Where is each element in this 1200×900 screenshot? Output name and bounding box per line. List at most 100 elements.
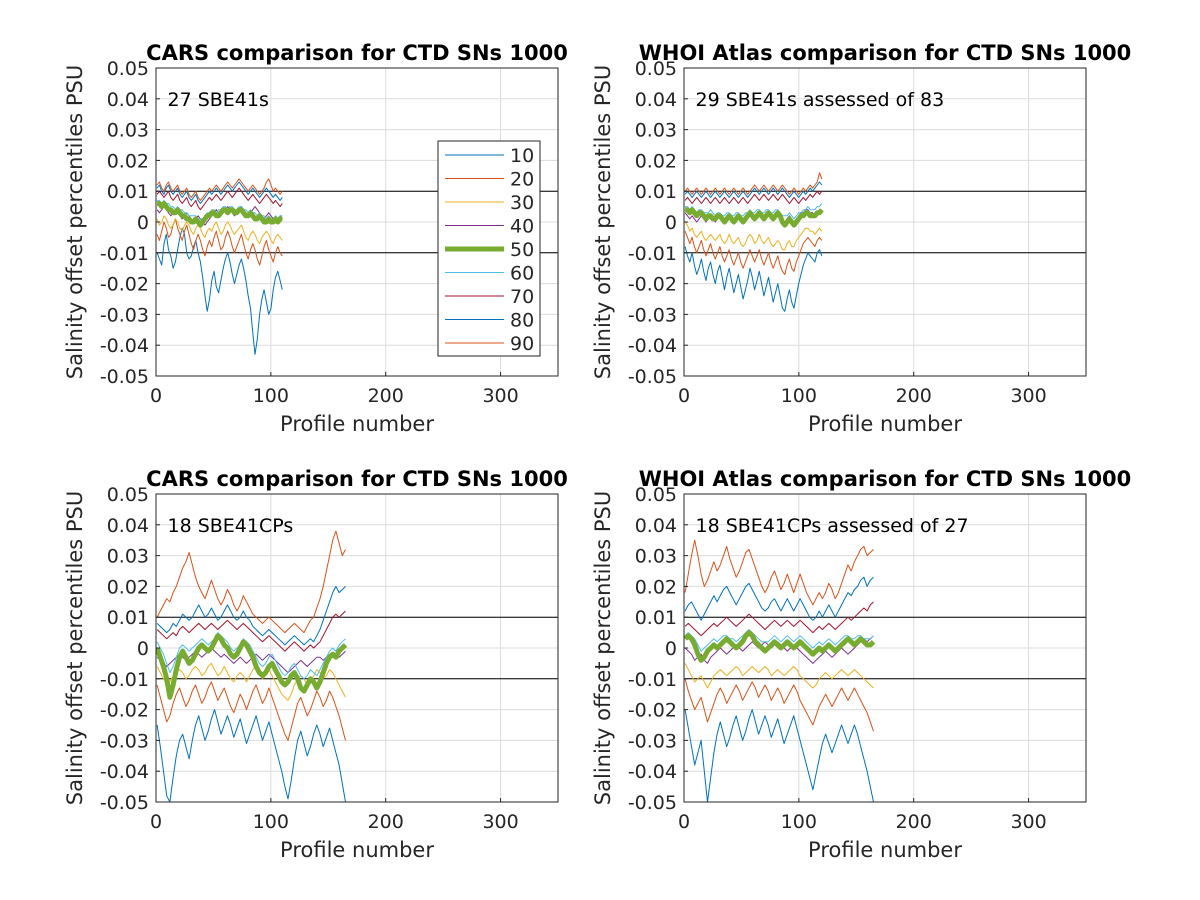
y-tick-label: 0.02	[635, 150, 677, 172]
subplot-cars-sbe41cp: 0 100 200 300 0.05 0.04 0.03 0.02 0.01 0 -0.01 -0.0…	[63, 467, 568, 862]
y-tick-label: 0.05	[635, 58, 677, 80]
subplot-whoi-sbe41: 0 100 200 300 0.05 0.04 0.03 0.02 0.01 0 -0.01 -0.0…	[591, 41, 1131, 436]
y-tick-label: -0.01	[628, 243, 677, 265]
y-tick-label: -0.02	[100, 700, 149, 722]
legend-label-70: 70	[510, 286, 534, 308]
y-tick-label: -0.01	[100, 243, 149, 265]
y-tick-label: -0.03	[628, 730, 677, 752]
legend-label-50: 50	[510, 239, 534, 261]
chart-title: WHOI Atlas comparison for CTD SNs 1000	[639, 467, 1132, 491]
series-line-p30	[156, 662, 346, 701]
legend-label-10: 10	[510, 145, 534, 167]
y-tick-label: -0.05	[628, 366, 677, 388]
x-tick-label: 0	[150, 811, 162, 833]
series-line-p70	[684, 190, 823, 204]
y-axis-label: Salinity offset percentiles PSU	[591, 65, 615, 379]
x-tick-label: 0	[678, 811, 690, 833]
y-tick-label: -0.03	[100, 304, 149, 326]
y-axis-label: Salinity offset percentiles PSU	[591, 491, 615, 805]
x-tick-label: 300	[1010, 385, 1046, 407]
y-tick-label: 0.03	[107, 546, 149, 568]
y-tick-label: 0	[137, 638, 149, 660]
y-tick-label: 0.03	[635, 546, 677, 568]
series-line-p90	[684, 172, 823, 195]
x-tick-label: 100	[253, 385, 289, 407]
series-line-p30	[684, 221, 823, 251]
y-tick-label: 0.03	[107, 120, 149, 142]
series-line-p70	[156, 610, 346, 652]
y-tick-label: -0.04	[100, 761, 149, 783]
y-tick-label: 0.05	[635, 484, 677, 506]
y-tick-label: -0.05	[100, 366, 149, 388]
y-tick-label: 0.01	[635, 607, 677, 629]
series-line-p80	[684, 576, 874, 621]
x-axis-label: Profile number	[808, 838, 962, 862]
annotation-text: 27 SBE41s	[167, 89, 268, 111]
series-line-p20	[156, 681, 346, 741]
y-tick-label: -0.05	[100, 792, 149, 814]
series-line-p70	[684, 601, 874, 637]
series-line-p20	[156, 218, 283, 266]
series-line-p90	[684, 539, 874, 606]
series-line-p80	[156, 585, 346, 646]
x-tick-label: 300	[1010, 811, 1046, 833]
y-tick-label: -0.05	[628, 792, 677, 814]
y-tick-label: -0.02	[628, 274, 677, 296]
y-tick-label: -0.04	[628, 761, 677, 783]
chart-title: WHOI Atlas comparison for CTD SNs 1000	[639, 41, 1132, 65]
legend-label-30: 30	[510, 192, 534, 214]
x-axis-label: Profile number	[808, 412, 962, 436]
series-line-p70	[156, 187, 283, 211]
x-axis-label: Profile number	[280, 838, 434, 862]
series-line-p30	[684, 663, 874, 689]
x-tick-label: 300	[482, 811, 518, 833]
x-tick-label: 200	[896, 811, 932, 833]
legend-label-60: 60	[510, 263, 534, 285]
y-tick-label: 0.01	[107, 181, 149, 203]
y-tick-label: 0	[137, 212, 149, 234]
y-tick-label: 0.04	[635, 89, 677, 111]
x-tick-label: 200	[368, 811, 404, 833]
series-line-p10	[156, 227, 283, 355]
series-line-p10	[156, 709, 346, 802]
y-tick-label: 0.03	[635, 120, 677, 142]
subplot-whoi-sbe41cp: 0 100 200 300 0.05 0.04 0.03 0.02 0.01 0 -0.01 -0.0…	[591, 467, 1131, 862]
y-tick-label: 0.04	[107, 515, 149, 537]
series-group	[684, 172, 824, 312]
annotation-text: 18 SBE41CPs	[167, 515, 293, 537]
series-line-p30	[156, 215, 283, 245]
y-tick-label: 0.02	[107, 576, 149, 598]
series-line-p90	[156, 178, 283, 201]
series-line-p20	[684, 678, 874, 732]
x-tick-label: 200	[368, 385, 404, 407]
series-line-p50	[684, 630, 876, 663]
y-tick-label: -0.02	[628, 700, 677, 722]
series-group	[156, 530, 348, 802]
y-tick-label: 0.01	[635, 181, 677, 203]
annotation-text: 18 SBE41CPs assessed of 27	[695, 515, 968, 537]
y-tick-label: 0.05	[107, 58, 149, 80]
y-tick-label: 0	[665, 212, 677, 234]
series-line-p20	[684, 231, 823, 275]
y-tick-label: 0.04	[635, 515, 677, 537]
series-line-p60	[685, 203, 823, 220]
x-tick-label: 300	[482, 385, 518, 407]
y-tick-label: 0.05	[107, 484, 149, 506]
x-tick-label: 200	[896, 385, 932, 407]
legend-label-20: 20	[510, 169, 534, 191]
chart-title: CARS comparison for CTD SNs 1000	[146, 467, 568, 491]
series-line-p10	[684, 246, 823, 312]
y-tick-label: -0.01	[628, 669, 677, 691]
series-line-p50	[685, 207, 824, 228]
annotation-text: 29 SBE41s assessed of 83	[695, 89, 944, 111]
y-tick-label: -0.02	[100, 274, 149, 296]
legend-label-90: 90	[510, 333, 534, 355]
y-tick-label: -0.03	[628, 304, 677, 326]
series-group	[684, 539, 876, 802]
chart-title: CARS comparison for CTD SNs 1000	[146, 41, 568, 65]
x-tick-label: 0	[150, 385, 162, 407]
series-line-p60	[156, 632, 346, 680]
legend-label-40: 40	[510, 216, 534, 238]
x-tick-label: 100	[253, 811, 289, 833]
